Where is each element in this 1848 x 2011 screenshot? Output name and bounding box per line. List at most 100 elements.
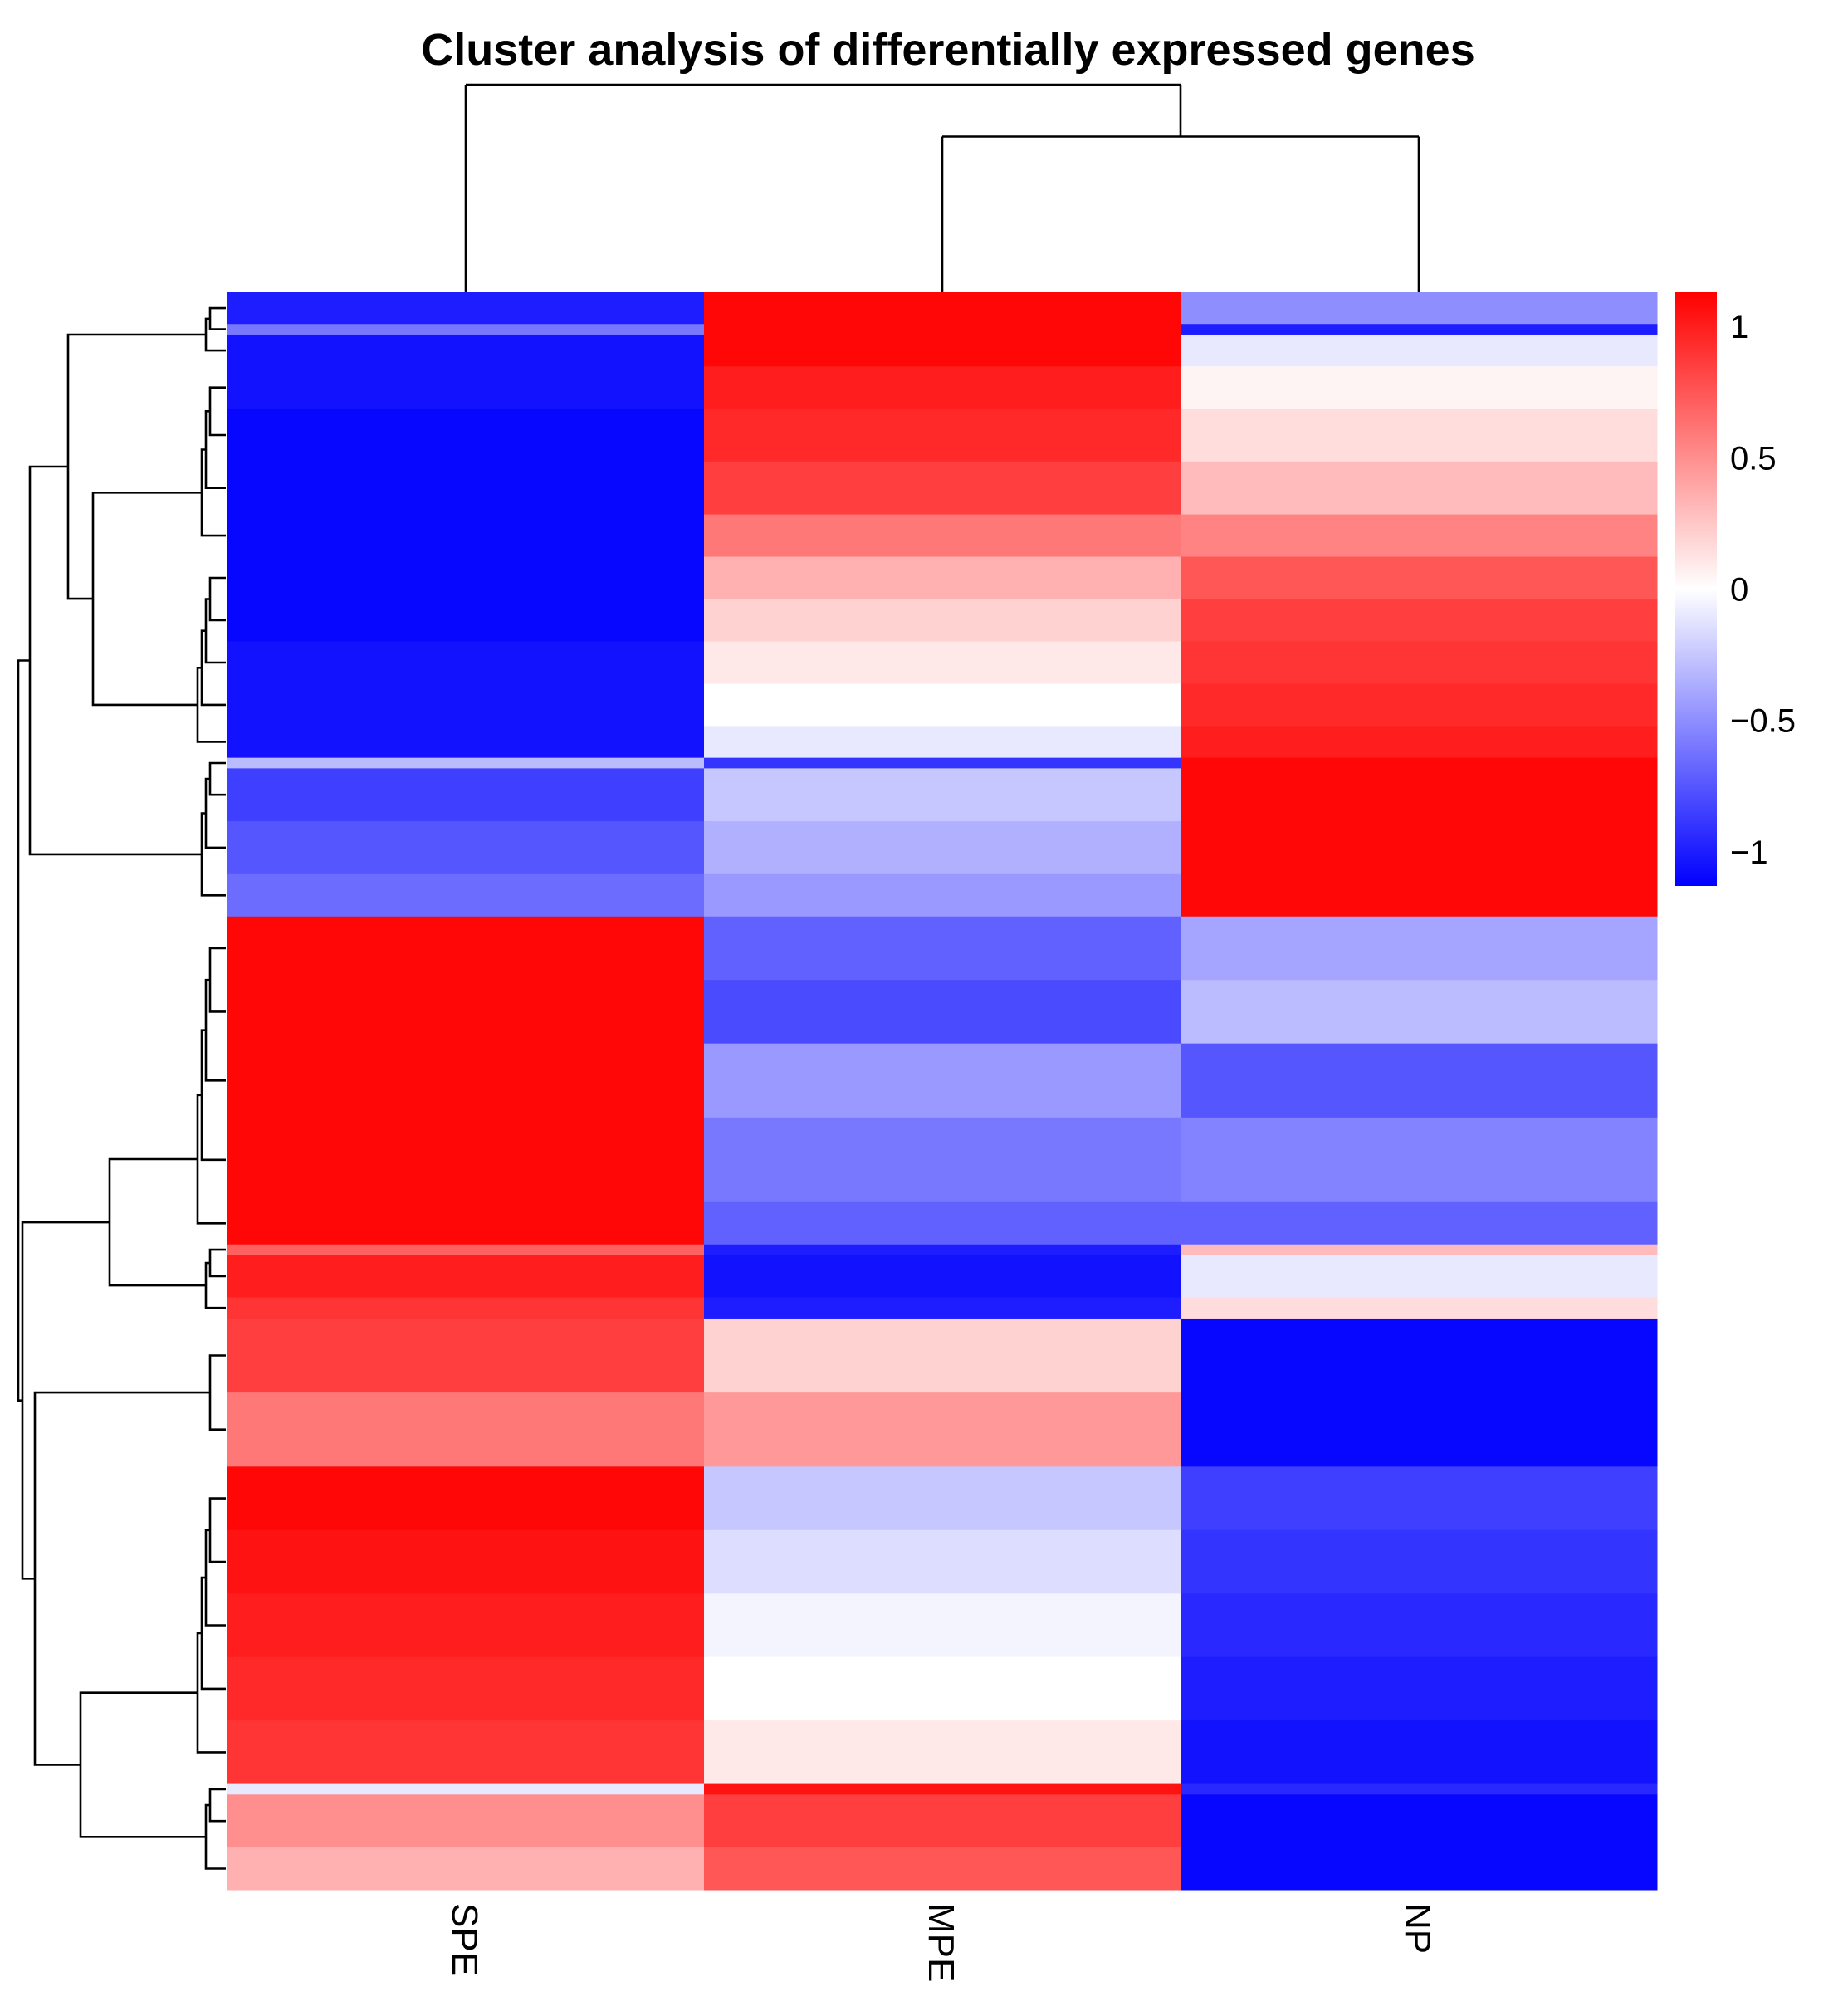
heatmap-cell-np-19 xyxy=(1181,1117,1658,1203)
heatmap-cell-spe-20 xyxy=(227,1201,705,1245)
heatmap-cell-mpe-13 xyxy=(704,768,1181,822)
heatmap-cell-mpe-8 xyxy=(704,599,1181,642)
heatmap-cell-np-6 xyxy=(1181,514,1658,558)
row-dendro-node-1 xyxy=(204,317,226,352)
heatmap-cell-np-9 xyxy=(1181,641,1658,684)
row-dendro-node-6 xyxy=(204,598,226,664)
heatmap-cell-mpe-16 xyxy=(704,916,1181,981)
heatmap-cell-mpe-25 xyxy=(704,1392,1181,1467)
heatmap-cell-mpe-23 xyxy=(704,1297,1181,1319)
row-dendro-node-22 xyxy=(208,1354,226,1431)
heatmap-cell-mpe-32 xyxy=(704,1794,1181,1848)
row-dendro-node-15 xyxy=(208,947,226,1013)
heatmap-cell-mpe-10 xyxy=(704,683,1181,727)
row-dendro-node-28 xyxy=(204,1803,226,1870)
heatmap-cell-spe-2 xyxy=(227,334,705,367)
heatmap-cell-mpe-11 xyxy=(704,726,1181,759)
color-scale-tick-label: −1 xyxy=(1730,834,1768,871)
heatmap-cell-spe-33 xyxy=(227,1847,705,1891)
heatmap-cell-np-20 xyxy=(1181,1201,1658,1245)
heatmap-cell-np-8 xyxy=(1181,599,1658,642)
row-dendro-node-21 xyxy=(108,1157,206,1287)
heatmap-cell-np-25 xyxy=(1181,1392,1658,1467)
color-scale-tick-label: 0 xyxy=(1730,572,1748,609)
row-dendro-node-20 xyxy=(204,1261,226,1309)
heatmap-cell-np-21 xyxy=(1181,1244,1658,1255)
heatmap-cell-np-27 xyxy=(1181,1529,1658,1594)
heatmap-cell-mpe-30 xyxy=(704,1720,1181,1785)
heatmap-cell-mpe-12 xyxy=(704,757,1181,769)
heatmap-cell-np-32 xyxy=(1181,1794,1658,1848)
heatmap-cell-mpe-27 xyxy=(704,1529,1181,1594)
heatmap-cell-mpe-1 xyxy=(704,324,1181,335)
heatmap-cell-mpe-21 xyxy=(704,1244,1181,1255)
heatmap-cell-np-29 xyxy=(1181,1656,1658,1721)
heatmap-cell-np-26 xyxy=(1181,1466,1658,1531)
heatmap-cell-spe-0 xyxy=(227,292,705,325)
heatmap-cell-spe-6 xyxy=(227,514,705,558)
row-dendro-node-29 xyxy=(79,1691,206,1838)
heatmap-cell-np-33 xyxy=(1181,1847,1658,1891)
heatmap-cell-spe-4 xyxy=(227,409,705,462)
row-dendro-node-0 xyxy=(208,306,226,330)
heatmap-cell-np-30 xyxy=(1181,1720,1658,1785)
heatmap-cell-mpe-17 xyxy=(704,980,1181,1045)
heatmap-cell-np-16 xyxy=(1181,916,1658,981)
heatmap-cell-spe-3 xyxy=(227,366,705,409)
heatmap-cell-mpe-4 xyxy=(704,409,1181,462)
heatmap-cell-mpe-29 xyxy=(704,1656,1181,1721)
heatmap-cell-np-18 xyxy=(1181,1043,1658,1118)
heatmap-cell-np-12 xyxy=(1181,757,1658,769)
column-label-mpe: MPE xyxy=(921,1903,961,1982)
heatmap-cell-spe-17 xyxy=(227,980,705,1045)
heatmap-cell-mpe-33 xyxy=(704,1847,1181,1891)
heatmap-cell-spe-16 xyxy=(227,916,705,981)
heatmap-cell-np-22 xyxy=(1181,1255,1658,1298)
heatmap-cells xyxy=(227,292,1658,1891)
row-dendro-node-10 xyxy=(66,333,206,600)
row-dendro-node-24 xyxy=(204,1529,226,1627)
heatmap-cell-mpe-22 xyxy=(704,1255,1181,1298)
heatmap-cell-spe-30 xyxy=(227,1720,705,1785)
heatmap-cell-spe-11 xyxy=(227,726,705,759)
color-scale-tick-label: 1 xyxy=(1730,309,1748,345)
row-dendro-node-5 xyxy=(208,576,226,622)
heatmap-cell-spe-31 xyxy=(227,1783,705,1795)
heatmap-cell-np-28 xyxy=(1181,1593,1658,1658)
heatmap-cell-spe-15 xyxy=(227,873,705,917)
heatmap-cell-np-15 xyxy=(1181,873,1658,917)
row-dendro-node-2 xyxy=(208,386,226,437)
heatmap-cell-spe-9 xyxy=(227,641,705,684)
heatmap-cell-mpe-28 xyxy=(704,1593,1181,1658)
heatmap-cell-np-1 xyxy=(1181,324,1658,335)
heatmap-cell-np-23 xyxy=(1181,1297,1658,1319)
heatmap-cell-spe-5 xyxy=(227,461,705,516)
row-dendro-node-23 xyxy=(208,1497,226,1563)
heatmap-cell-spe-23 xyxy=(227,1297,705,1319)
heatmap-cell-spe-19 xyxy=(227,1117,705,1203)
heatmap-cell-np-11 xyxy=(1181,726,1658,759)
heatmap-cell-np-24 xyxy=(1181,1318,1658,1393)
row-dendro-node-9 xyxy=(91,492,202,707)
heatmap-cell-np-31 xyxy=(1181,1783,1658,1795)
heatmap-cell-spe-1 xyxy=(227,324,705,335)
heatmap-cell-spe-21 xyxy=(227,1244,705,1255)
heatmap-cell-spe-12 xyxy=(227,757,705,769)
row-dendro-node-3 xyxy=(204,410,226,489)
heatmap-cell-mpe-3 xyxy=(704,366,1181,409)
heatmap-cell-mpe-5 xyxy=(704,461,1181,516)
heatmap-cell-np-17 xyxy=(1181,980,1658,1045)
heatmap-cell-spe-18 xyxy=(227,1043,705,1118)
heatmap-cell-mpe-15 xyxy=(704,873,1181,917)
heatmap-cell-mpe-9 xyxy=(704,641,1181,684)
row-dendro-node-16 xyxy=(204,978,226,1082)
heatmap-cell-spe-32 xyxy=(227,1794,705,1848)
heatmap-cell-spe-13 xyxy=(227,768,705,822)
heatmap-cell-mpe-2 xyxy=(704,334,1181,367)
heatmap-cell-mpe-18 xyxy=(704,1043,1181,1118)
chart-title: Cluster analysis of differentially expre… xyxy=(421,25,1475,75)
heatmap-cell-np-3 xyxy=(1181,366,1658,409)
heatmap-cell-mpe-31 xyxy=(704,1783,1181,1795)
heatmap-cell-np-14 xyxy=(1181,821,1658,875)
